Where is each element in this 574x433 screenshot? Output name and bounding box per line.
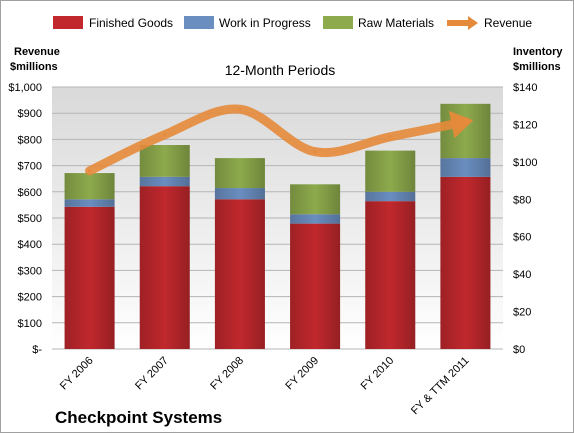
legend-label-revenue: Revenue [484, 16, 532, 30]
left-tick-label: $1,000 [8, 82, 42, 94]
left-tick-label: $900 [18, 108, 42, 120]
right-axis-title-line1: Inventory [513, 46, 563, 58]
left-tick-label: $- [32, 344, 42, 356]
revenue-point-fy-2010 [388, 135, 392, 139]
bar-shading [64, 199, 115, 207]
right-tick-label: $80 [513, 194, 531, 206]
bar-shading [64, 206, 115, 349]
bar-shading [64, 173, 115, 200]
legend-arrowhead-revenue [468, 16, 478, 30]
bar-shading [365, 191, 416, 202]
right-tick-label: $0 [513, 344, 525, 356]
right-tick-label: $20 [513, 307, 531, 319]
revenue-arrowhead [448, 110, 474, 139]
legend-swatch-raw-materials [323, 16, 353, 29]
left-tick-label: $800 [18, 134, 42, 146]
bar-shading [440, 176, 491, 349]
bar-shading [365, 150, 416, 192]
right-tick-label: $40 [513, 269, 531, 281]
right-tick-label: $100 [513, 157, 537, 169]
left-axis-ticks: $- $100 $200 $300 $400 $500 $600 $700 $800 $900 $1… [8, 82, 42, 356]
bar-shading [139, 145, 190, 177]
revenue-line-path [85, 104, 470, 176]
bar-shading [440, 103, 491, 159]
bar-shading [139, 186, 190, 349]
revenue-point-fy-2009 [313, 150, 317, 154]
gridlines [52, 86, 503, 350]
bar-shading [214, 188, 265, 200]
left-tick-label: $500 [18, 213, 42, 225]
right-tick-label: $60 [513, 232, 531, 244]
left-axis-title-line1: Revenue [14, 46, 60, 58]
legend: Finished Goods Work in Progress Raw Mate… [53, 16, 532, 30]
left-tick-label: $100 [18, 318, 42, 330]
legend-swatch-work-in-progress [184, 16, 214, 29]
left-tick-label: $400 [18, 239, 42, 251]
bar-shading [139, 176, 190, 187]
company-name: Checkpoint Systems [55, 408, 222, 427]
left-tick-label: $700 [18, 161, 42, 173]
revenue-point-fy-2006 [88, 169, 92, 173]
left-tick-label: $200 [18, 292, 42, 304]
left-tick-label: $600 [18, 187, 42, 199]
bar-shading [214, 199, 265, 349]
revenue-point-fy-2007 [163, 133, 167, 137]
bar-shading [440, 158, 491, 177]
legend-swatch-finished-goods [53, 16, 83, 29]
revenue-point-fy-2008 [238, 107, 242, 111]
bar-shading [365, 201, 416, 349]
bars [64, 103, 491, 349]
right-axis-ticks: $0 $20 $40 $60 $80 $100 $120 $140 [513, 82, 537, 356]
bar-shading [290, 223, 341, 349]
legend-label-raw-materials: Raw Materials [358, 16, 434, 30]
right-tick-label: $140 [513, 82, 537, 94]
bar-shading [290, 214, 341, 224]
left-axis-title-line2: $millions [10, 61, 58, 73]
right-tick-label: $120 [513, 119, 537, 131]
legend-label-finished-goods: Finished Goods [89, 16, 173, 30]
bar-shading [214, 158, 265, 189]
revenue-point-fy-ttm-2011 [463, 120, 467, 124]
chart-title: 12-Month Periods [225, 62, 336, 78]
revenue-line [85, 104, 474, 176]
right-axis-title-line2: $millions [513, 61, 561, 73]
left-tick-label: $300 [18, 265, 42, 277]
bar-shading [290, 184, 341, 215]
legend-label-work-in-progress: Work in Progress [219, 16, 311, 30]
